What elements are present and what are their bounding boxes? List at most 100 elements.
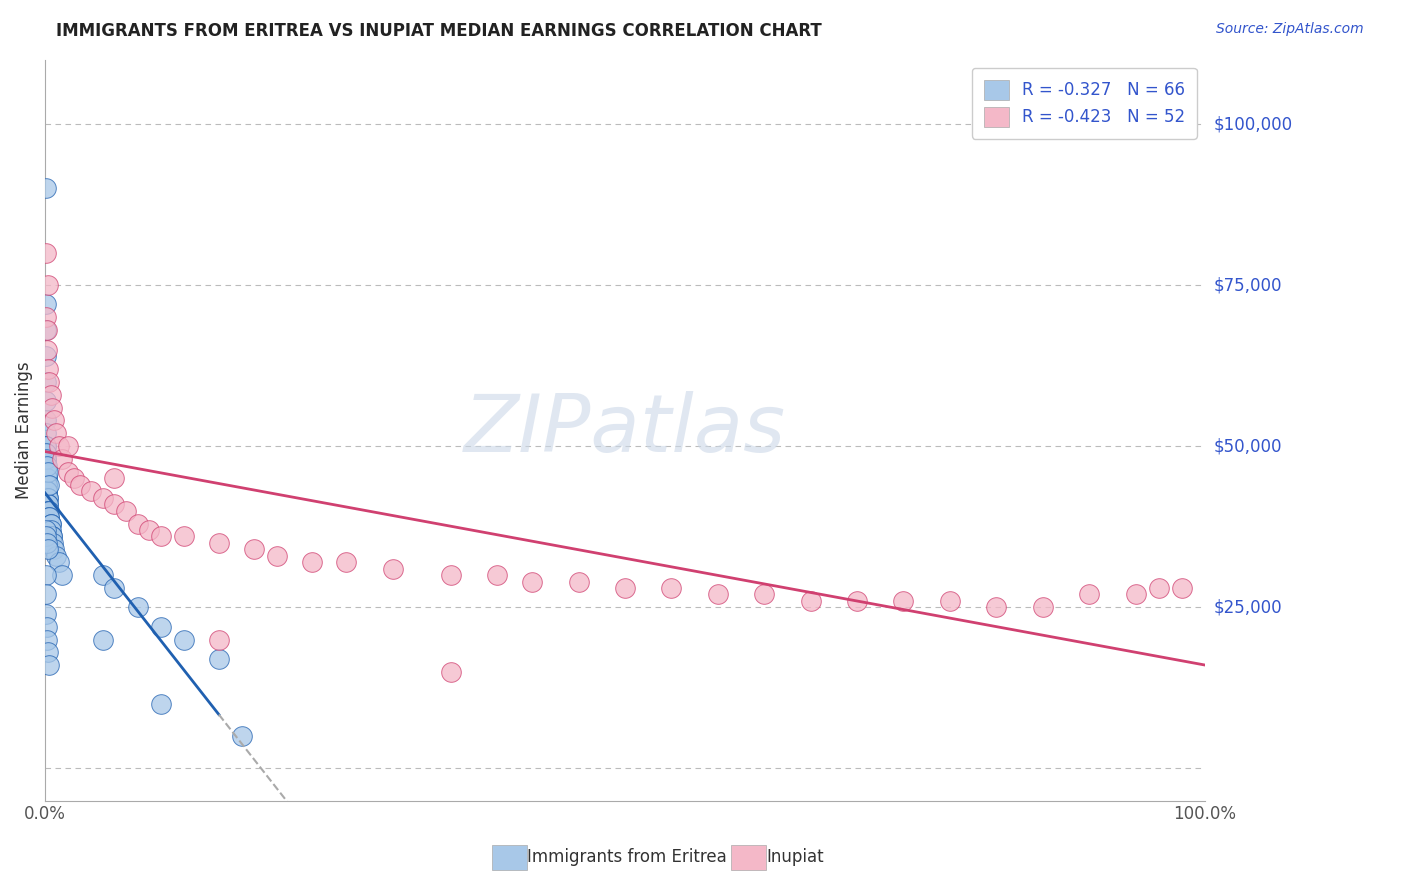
Point — [37, 465, 59, 479]
Point — [1125, 587, 1147, 601]
Point — [1171, 581, 1194, 595]
Point — [103, 581, 125, 595]
Point — [42, 542, 65, 557]
Point — [149, 529, 172, 543]
Point — [37, 491, 59, 505]
Point — [440, 568, 463, 582]
Point — [800, 594, 823, 608]
Point — [39, 516, 62, 531]
Point — [35, 445, 58, 459]
Point — [35, 587, 58, 601]
Point — [1078, 587, 1101, 601]
Point — [38, 510, 60, 524]
Point — [173, 529, 195, 543]
Point — [208, 536, 231, 550]
Point — [35, 452, 58, 467]
Point — [149, 620, 172, 634]
Point — [39, 523, 62, 537]
Point — [37, 478, 59, 492]
Y-axis label: Median Earnings: Median Earnings — [15, 361, 32, 499]
Point — [939, 594, 962, 608]
Point — [893, 594, 915, 608]
Point — [35, 181, 58, 195]
Point — [1147, 581, 1170, 595]
Point — [62, 471, 84, 485]
Point — [51, 568, 73, 582]
Point — [48, 439, 70, 453]
Point — [39, 516, 62, 531]
Point — [37, 503, 59, 517]
Point — [45, 549, 67, 563]
Point — [35, 246, 58, 260]
Point — [231, 729, 253, 743]
Point — [381, 561, 404, 575]
Point — [91, 491, 114, 505]
Text: ZIPatlas: ZIPatlas — [464, 391, 786, 469]
Point — [45, 426, 67, 441]
Point — [51, 452, 73, 467]
Point — [41, 401, 63, 415]
Point — [35, 310, 58, 325]
Point — [91, 568, 114, 582]
Point — [138, 523, 160, 537]
Point — [986, 600, 1008, 615]
Point — [38, 658, 60, 673]
Point — [37, 484, 59, 499]
Point — [301, 555, 323, 569]
Point — [35, 458, 58, 473]
Point — [35, 297, 58, 311]
Point — [37, 478, 59, 492]
Point — [37, 632, 59, 647]
Point — [440, 665, 463, 679]
Point — [208, 632, 231, 647]
Point — [335, 555, 357, 569]
Point — [1032, 600, 1054, 615]
Point — [91, 632, 114, 647]
Point — [35, 426, 58, 441]
Point — [127, 600, 149, 615]
Point — [37, 484, 59, 499]
Point — [846, 594, 869, 608]
Point — [520, 574, 543, 589]
Point — [35, 375, 58, 389]
Point — [41, 529, 63, 543]
Point — [35, 452, 58, 467]
Point — [56, 465, 79, 479]
Point — [754, 587, 776, 601]
Point — [35, 445, 58, 459]
Point — [149, 697, 172, 711]
Point — [37, 278, 59, 293]
Point — [37, 465, 59, 479]
Legend: R = -0.327   N = 66, R = -0.423   N = 52: R = -0.327 N = 66, R = -0.423 N = 52 — [972, 68, 1197, 138]
Point — [37, 484, 59, 499]
Text: Source: ZipAtlas.com: Source: ZipAtlas.com — [1216, 22, 1364, 37]
Point — [242, 542, 264, 557]
Point — [37, 471, 59, 485]
Point — [37, 645, 59, 659]
Point — [35, 607, 58, 621]
Point — [661, 581, 683, 595]
Point — [127, 516, 149, 531]
Point — [37, 503, 59, 517]
Point — [266, 549, 288, 563]
Point — [37, 465, 59, 479]
Point — [37, 536, 59, 550]
Point — [35, 529, 58, 543]
Point — [37, 471, 59, 485]
Point — [38, 510, 60, 524]
Text: Immigrants from Eritrea: Immigrants from Eritrea — [527, 848, 727, 866]
Point — [115, 503, 138, 517]
Point — [37, 343, 59, 357]
Text: $50,000: $50,000 — [1213, 437, 1282, 455]
Point — [37, 497, 59, 511]
Point — [37, 542, 59, 557]
Point — [41, 529, 63, 543]
Point — [37, 620, 59, 634]
Point — [42, 413, 65, 427]
Point — [35, 394, 58, 409]
Point — [38, 375, 60, 389]
Point — [35, 439, 58, 453]
Point — [69, 478, 91, 492]
Point — [37, 491, 59, 505]
Point — [56, 439, 79, 453]
